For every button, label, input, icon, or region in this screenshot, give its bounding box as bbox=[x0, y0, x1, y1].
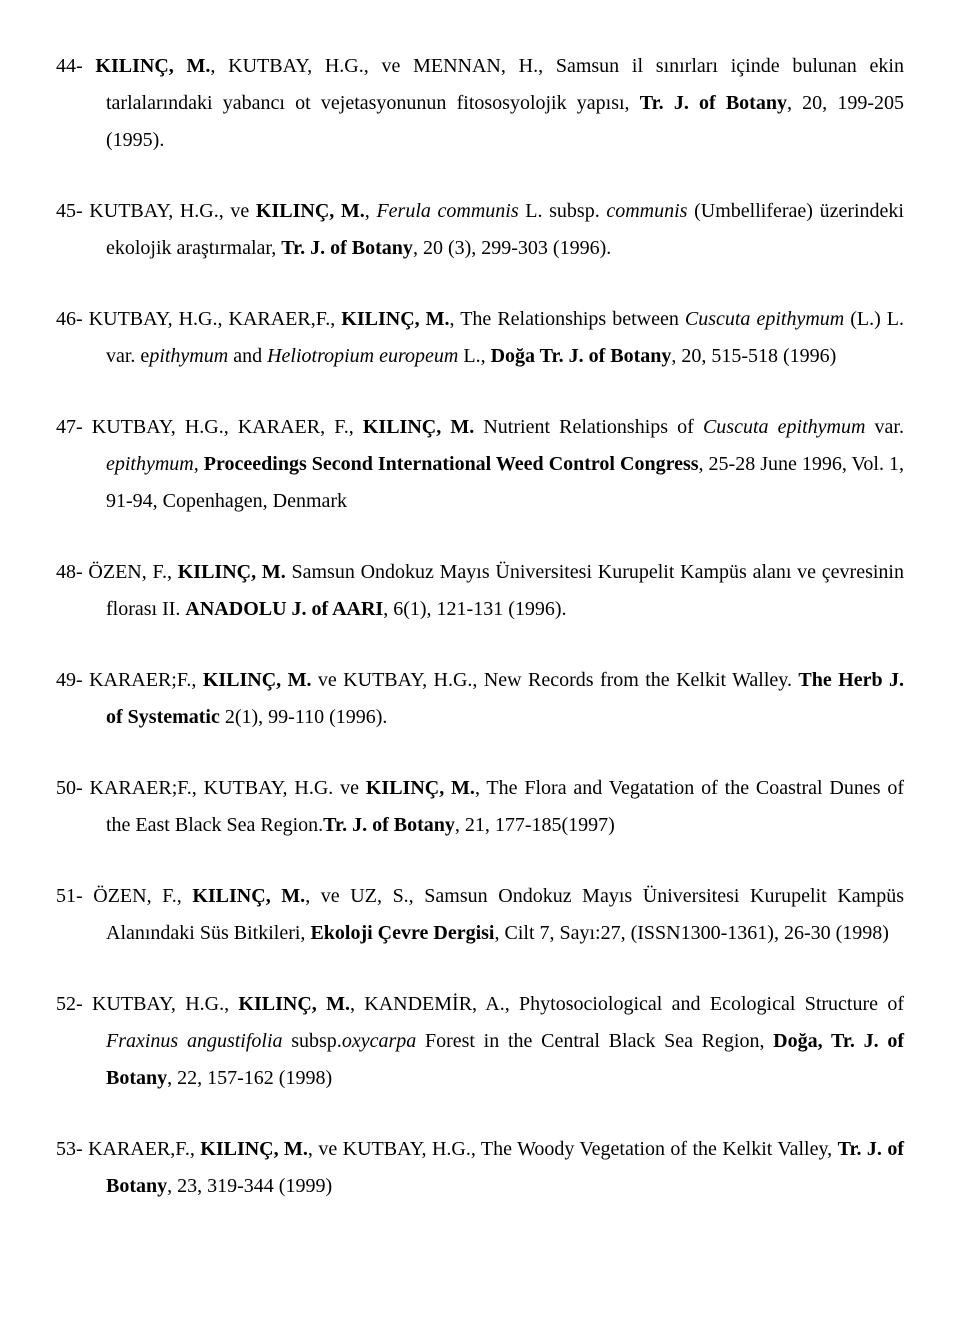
reference-item: 50- KARAER;F., KUTBAY, H.G. ve KILINÇ, M… bbox=[56, 770, 904, 844]
reference-item: 53- KARAER,F., KILINÇ, M., ve KUTBAY, H.… bbox=[56, 1131, 904, 1205]
reference-text: ve KUTBAY, H.G., New Records from the Ke… bbox=[311, 669, 798, 691]
reference-text: Tr. J. of Botany bbox=[640, 92, 787, 114]
reference-text: var. bbox=[865, 416, 904, 438]
reference-text: Ferula communis bbox=[376, 200, 518, 222]
reference-text: 2(1), 99-110 (1996). bbox=[220, 706, 388, 728]
reference-text: , bbox=[365, 200, 377, 222]
reference-text: - ÖZEN, F., bbox=[76, 885, 192, 907]
reference-text: Ekoloji Çevre Dergisi bbox=[310, 922, 494, 944]
reference-text: KILINÇ, M. bbox=[178, 561, 286, 583]
reference-text: Nutrient Relationships of bbox=[474, 416, 703, 438]
reference-number: 45 bbox=[56, 200, 76, 222]
reference-number: 50 bbox=[56, 777, 76, 799]
reference-list: 44- KILINÇ, M., KUTBAY, H.G., ve MENNAN,… bbox=[56, 48, 904, 1205]
reference-text: - KUTBAY, H.G., ve bbox=[76, 200, 256, 222]
reference-text: KILINÇ, M. bbox=[200, 1138, 308, 1160]
reference-text: Tr. J. of Botany bbox=[323, 814, 455, 836]
reference-number: 47 bbox=[56, 416, 76, 438]
reference-text: KILINÇ, M. bbox=[203, 669, 312, 691]
reference-text: , The Relationships between bbox=[450, 308, 685, 330]
reference-text: - KARAER;F., KUTBAY, H.G. ve bbox=[76, 777, 366, 799]
reference-text: KILINÇ, M. bbox=[341, 308, 449, 330]
reference-text: Doğa Tr. J. of Botany bbox=[491, 345, 672, 367]
reference-item: 47- KUTBAY, H.G., KARAER, F., KILINÇ, M.… bbox=[56, 409, 904, 520]
reference-text: Forest in the Central Black Sea Region, bbox=[416, 1030, 773, 1052]
reference-item: 52- KUTBAY, H.G., KILINÇ, M., KANDEMİR, … bbox=[56, 986, 904, 1097]
reference-text: - KUTBAY, H.G., KARAER, F., bbox=[76, 416, 363, 438]
reference-number: 51 bbox=[56, 885, 76, 907]
reference-text: KILINÇ, M. bbox=[192, 885, 305, 907]
reference-text: oxycarpa bbox=[342, 1030, 416, 1052]
reference-text: - KUTBAY, H.G., bbox=[76, 993, 238, 1015]
reference-item: 49- KARAER;F., KILINÇ, M. ve KUTBAY, H.G… bbox=[56, 662, 904, 736]
reference-number: 44 bbox=[56, 55, 76, 77]
reference-text: Cuscuta epithymum bbox=[685, 308, 844, 330]
reference-text: , 6(1), 121-131 (1996). bbox=[383, 598, 566, 620]
reference-text: - ÖZEN, F., bbox=[76, 561, 178, 583]
reference-text: KILINÇ, M. bbox=[256, 200, 365, 222]
reference-text: , 23, 319-344 (1999) bbox=[167, 1175, 332, 1197]
reference-number: 52 bbox=[56, 993, 76, 1015]
reference-text: - KARAER;F., bbox=[76, 669, 203, 691]
reference-text: Tr. J. of Botany bbox=[281, 237, 413, 259]
reference-text: Proceedings Second International Weed Co… bbox=[204, 453, 699, 475]
reference-text: , 20 (3), 299-303 (1996). bbox=[413, 237, 611, 259]
reference-text: Heliotropium europeum bbox=[267, 345, 458, 367]
reference-text: , Cilt 7, Sayı:27, (ISSN1300-1361), 26-3… bbox=[494, 922, 888, 944]
reference-text: ANADOLU J. of AARI bbox=[185, 598, 383, 620]
reference-number: 46 bbox=[56, 308, 76, 330]
reference-item: 51- ÖZEN, F., KILINÇ, M., ve UZ, S., Sam… bbox=[56, 878, 904, 952]
reference-item: 46- KUTBAY, H.G., KARAER,F., KILINÇ, M.,… bbox=[56, 301, 904, 375]
reference-text: and bbox=[228, 345, 267, 367]
reference-text: , KANDEMİR, A., Phytosociological and Ec… bbox=[350, 993, 904, 1015]
reference-text: , bbox=[194, 453, 204, 475]
reference-text: Fraxinus angustifolia bbox=[106, 1030, 283, 1052]
reference-text: L. subsp. bbox=[519, 200, 607, 222]
reference-item: 45- KUTBAY, H.G., ve KILINÇ, M., Ferula … bbox=[56, 193, 904, 267]
reference-text: , 21, 177-185(1997) bbox=[455, 814, 615, 836]
reference-text: , 20, 515-518 (1996) bbox=[671, 345, 836, 367]
reference-text: KILINÇ, M. bbox=[95, 55, 210, 77]
reference-text: - KARAER,F., bbox=[76, 1138, 200, 1160]
reference-item: 44- KILINÇ, M., KUTBAY, H.G., ve MENNAN,… bbox=[56, 48, 904, 159]
reference-text: pithymum bbox=[149, 345, 228, 367]
reference-text: KILINÇ, M. bbox=[366, 777, 475, 799]
reference-text: , 22, 157-162 (1998) bbox=[167, 1067, 332, 1089]
reference-text: subsp. bbox=[283, 1030, 342, 1052]
reference-text: L., bbox=[458, 345, 490, 367]
reference-text: - KUTBAY, H.G., KARAER,F., bbox=[76, 308, 341, 330]
reference-text: Cuscuta epithymum bbox=[703, 416, 865, 438]
reference-text: KILINÇ, M. bbox=[363, 416, 474, 438]
reference-text: epithymum bbox=[106, 453, 194, 475]
reference-number: 48 bbox=[56, 561, 76, 583]
reference-text: , ve KUTBAY, H.G., The Woody Vegetation … bbox=[308, 1138, 838, 1160]
reference-item: 48- ÖZEN, F., KILINÇ, M. Samsun Ondokuz … bbox=[56, 554, 904, 628]
reference-text: - bbox=[76, 55, 95, 77]
reference-number: 49 bbox=[56, 669, 76, 691]
reference-text: KILINÇ, M. bbox=[238, 993, 350, 1015]
reference-text: communis bbox=[606, 200, 687, 222]
reference-number: 53 bbox=[56, 1138, 76, 1160]
